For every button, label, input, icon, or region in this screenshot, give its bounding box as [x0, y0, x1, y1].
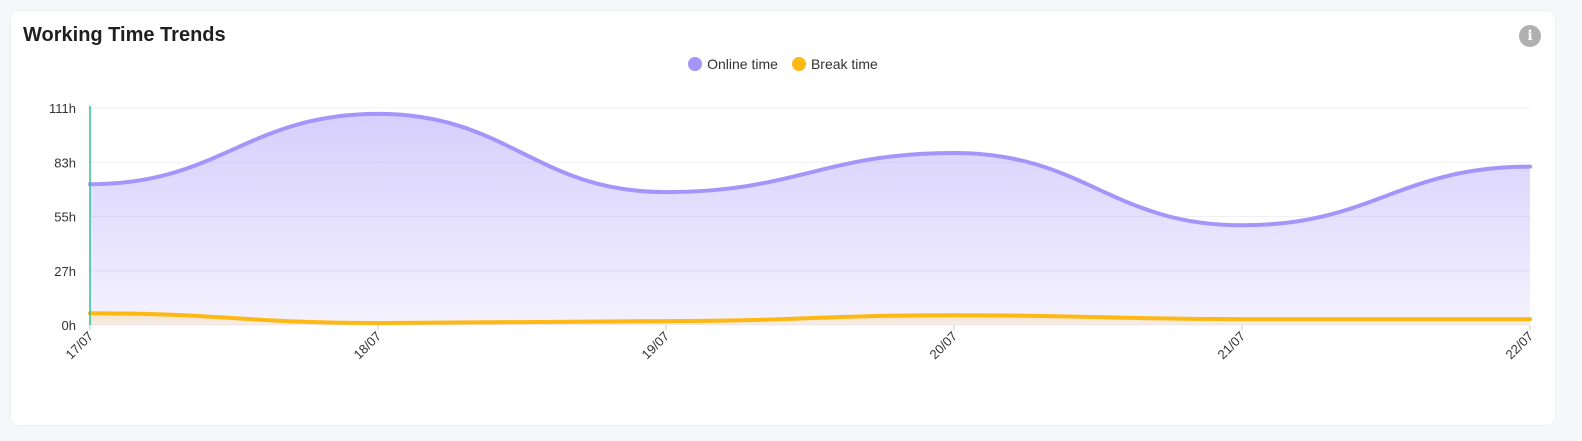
series-line-break-time[interactable] [88, 311, 1532, 326]
series-line-online-time[interactable] [88, 111, 1532, 228]
area-layer [88, 111, 1532, 326]
x-tick-label: 21/07 [1215, 329, 1249, 363]
legend-label-break-time: Break time [810, 56, 878, 72]
info-icon[interactable]: i [1519, 25, 1541, 47]
x-tick-label: 17/07 [63, 329, 97, 363]
legend-label-online-time: Online time [707, 56, 778, 72]
y-tick-label: 111h [49, 101, 76, 116]
y-tick-label: 83h [54, 155, 76, 170]
y-tick-label: 27h [54, 264, 76, 279]
x-tick-label: 18/07 [351, 329, 385, 363]
chart-legend: Online time Break time [11, 56, 1555, 72]
legend-item-online-time[interactable]: Online time [688, 56, 778, 72]
x-tick-label: 22/07 [1503, 329, 1537, 363]
y-tick-label: 0h [62, 318, 76, 333]
y-tick-label: 55h [54, 210, 76, 225]
x-tick-label: 19/07 [639, 329, 673, 363]
chart-card: Working Time Trends i Online time Break … [11, 11, 1555, 425]
x-tick-label: 20/07 [927, 329, 961, 363]
area-fill-online-time [90, 113, 1530, 325]
legend-item-break-time[interactable]: Break time [791, 56, 878, 72]
legend-dot-online-time [688, 57, 703, 71]
chart-title: Working Time Trends [23, 24, 226, 46]
legend-dot-break-time [791, 57, 806, 71]
working-time-chart: 0h 27h 55h 83h 111h 17/07 18/07 19/07 20/07 21/07… [49, 101, 1537, 363]
